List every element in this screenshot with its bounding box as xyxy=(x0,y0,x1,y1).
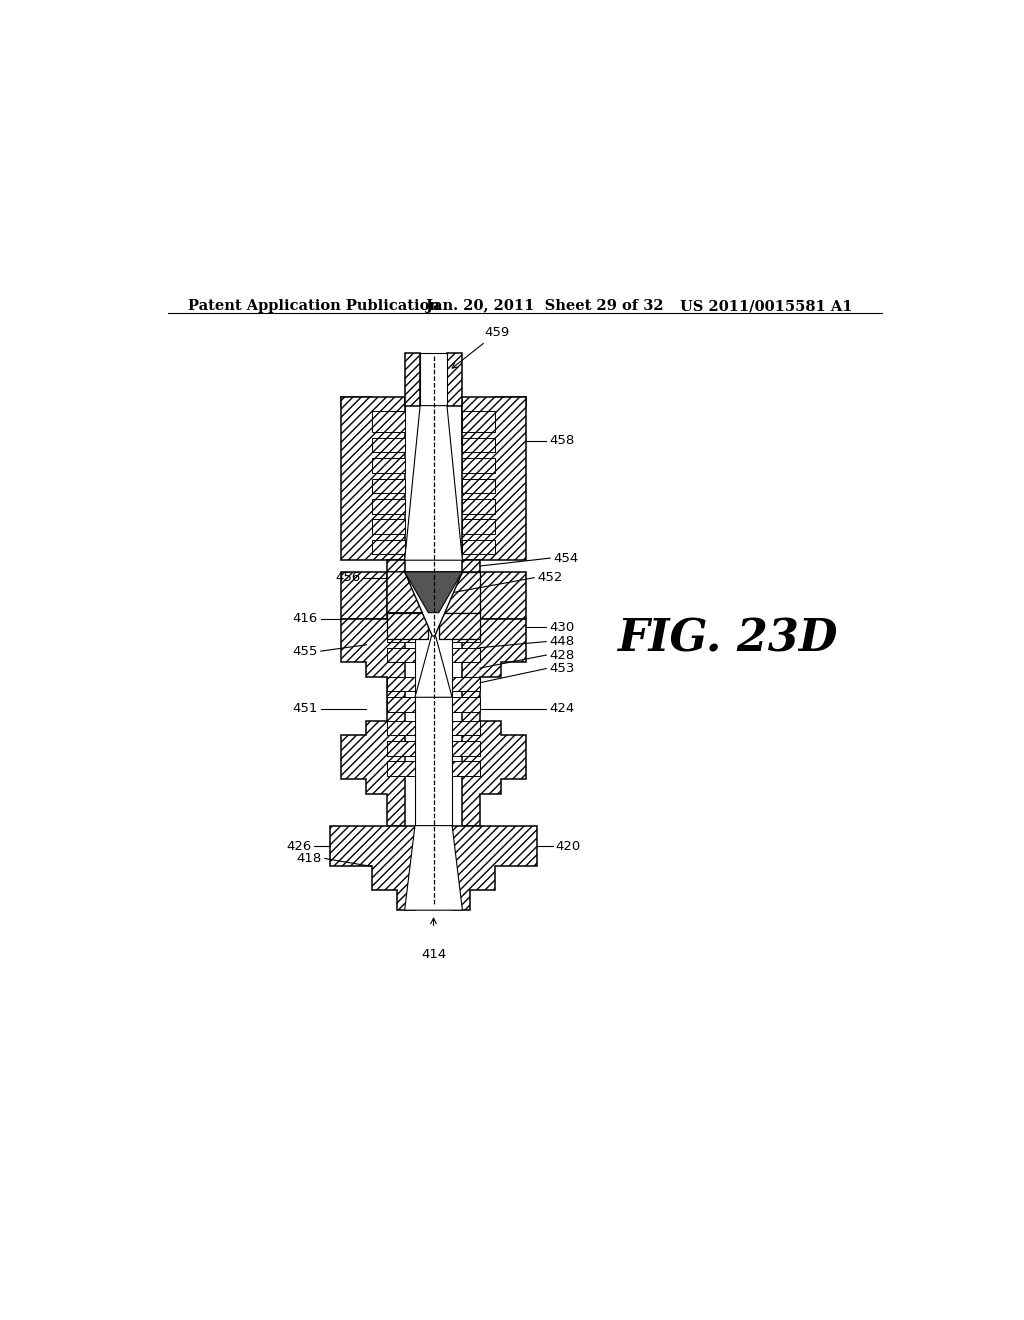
Text: 418: 418 xyxy=(296,851,322,865)
Text: 451: 451 xyxy=(292,702,317,715)
Polygon shape xyxy=(387,560,404,572)
Polygon shape xyxy=(387,762,415,776)
Polygon shape xyxy=(372,519,404,535)
Text: 420: 420 xyxy=(556,840,581,853)
Polygon shape xyxy=(404,572,463,639)
Text: 426: 426 xyxy=(286,840,311,853)
Text: 448: 448 xyxy=(550,635,574,648)
Polygon shape xyxy=(463,619,526,825)
Polygon shape xyxy=(453,677,480,692)
Polygon shape xyxy=(438,612,480,639)
Text: 452: 452 xyxy=(538,572,563,585)
Text: 456: 456 xyxy=(335,572,360,585)
Polygon shape xyxy=(372,540,404,554)
Text: 428: 428 xyxy=(550,648,574,661)
Polygon shape xyxy=(387,721,415,735)
Polygon shape xyxy=(372,438,404,453)
Polygon shape xyxy=(480,572,526,619)
Polygon shape xyxy=(438,572,480,612)
Text: 416: 416 xyxy=(293,612,317,626)
Polygon shape xyxy=(331,825,415,911)
Polygon shape xyxy=(404,354,420,405)
Polygon shape xyxy=(404,825,463,911)
Text: Patent Application Publication: Patent Application Publication xyxy=(187,300,439,313)
Polygon shape xyxy=(387,677,415,692)
Text: 453: 453 xyxy=(550,663,574,675)
Polygon shape xyxy=(420,354,446,405)
Text: 424: 424 xyxy=(550,702,574,715)
Polygon shape xyxy=(341,572,387,619)
Polygon shape xyxy=(453,624,480,642)
Text: 454: 454 xyxy=(553,552,579,565)
Polygon shape xyxy=(463,405,496,444)
Polygon shape xyxy=(387,572,428,612)
Polygon shape xyxy=(372,458,404,473)
Text: Jan. 20, 2011  Sheet 29 of 32: Jan. 20, 2011 Sheet 29 of 32 xyxy=(426,300,664,313)
Text: 455: 455 xyxy=(292,644,317,657)
Polygon shape xyxy=(387,612,428,639)
Polygon shape xyxy=(453,697,480,711)
Polygon shape xyxy=(463,397,526,560)
Polygon shape xyxy=(372,405,404,444)
Text: 414: 414 xyxy=(421,948,446,961)
Text: 459: 459 xyxy=(453,326,510,368)
Polygon shape xyxy=(496,397,526,405)
Text: 430: 430 xyxy=(550,620,574,634)
Polygon shape xyxy=(341,397,404,560)
Polygon shape xyxy=(453,825,537,911)
Polygon shape xyxy=(387,624,415,642)
Polygon shape xyxy=(463,560,480,572)
Polygon shape xyxy=(404,572,463,612)
Polygon shape xyxy=(387,741,415,755)
Polygon shape xyxy=(341,619,404,825)
Polygon shape xyxy=(463,519,496,535)
Text: 458: 458 xyxy=(550,434,574,447)
Text: FIG. 23D: FIG. 23D xyxy=(616,618,838,660)
Polygon shape xyxy=(372,499,404,513)
Polygon shape xyxy=(453,741,480,755)
Polygon shape xyxy=(415,619,453,825)
Polygon shape xyxy=(446,354,463,405)
Polygon shape xyxy=(463,438,496,453)
Polygon shape xyxy=(415,636,453,697)
Polygon shape xyxy=(453,762,480,776)
Polygon shape xyxy=(463,458,496,473)
Polygon shape xyxy=(372,479,404,494)
Polygon shape xyxy=(341,397,372,405)
Polygon shape xyxy=(463,412,496,432)
Polygon shape xyxy=(404,405,463,560)
Polygon shape xyxy=(387,697,415,711)
Polygon shape xyxy=(463,540,496,554)
Polygon shape xyxy=(453,721,480,735)
Polygon shape xyxy=(372,412,404,432)
Text: US 2011/0015581 A1: US 2011/0015581 A1 xyxy=(680,300,852,313)
Polygon shape xyxy=(387,648,415,663)
Polygon shape xyxy=(463,479,496,494)
Polygon shape xyxy=(453,648,480,663)
Polygon shape xyxy=(463,499,496,513)
